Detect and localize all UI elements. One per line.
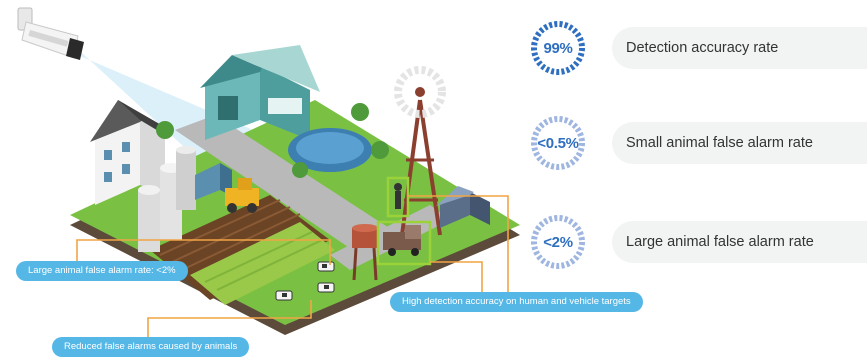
stat-value: <2% xyxy=(543,233,573,251)
stat-label: Small animal false alarm rate xyxy=(626,135,813,151)
dashed-ring-icon xyxy=(531,116,585,170)
blue-shed xyxy=(195,163,232,200)
pickup-truck xyxy=(383,225,421,256)
cows xyxy=(275,261,335,301)
dashed-ring-icon xyxy=(531,21,585,75)
stat-value: 99% xyxy=(543,39,573,57)
person-figure xyxy=(394,183,402,209)
stat-detection-accuracy: 99% Detection accuracy rate xyxy=(530,20,867,76)
trees xyxy=(156,103,389,178)
leader-lines xyxy=(76,195,509,337)
stat-pill xyxy=(612,27,867,69)
chicken-coop xyxy=(436,186,490,228)
security-camera-icon xyxy=(17,7,84,60)
road xyxy=(175,115,400,255)
stat-pill xyxy=(612,122,867,164)
grain-silos xyxy=(138,146,196,252)
vehicle-detection-box xyxy=(376,220,432,266)
dashed-ring-icon xyxy=(531,215,585,269)
callout-human-vehicle: High detection accuracy on human and veh… xyxy=(390,292,643,312)
stat-small-animal: <0.5% Small animal false alarm rate xyxy=(530,115,867,171)
stat-pill xyxy=(612,221,867,263)
stat-label: Large animal false alarm rate xyxy=(626,234,814,250)
teal-barn xyxy=(200,45,320,140)
water-tower xyxy=(352,224,378,281)
stat-label: Detection accuracy rate xyxy=(626,40,779,56)
crop-field xyxy=(150,195,335,305)
human-detection-box xyxy=(386,176,410,218)
callout-large-animal: Large animal false alarm rate: <2% xyxy=(16,261,188,281)
stat-large-animal: <2% Large animal false alarm rate xyxy=(530,214,867,270)
stat-value: <0.5% xyxy=(537,134,579,152)
callout-animals: Reduced false alarms caused by animals xyxy=(52,337,250,357)
windmill xyxy=(394,66,446,236)
combine-harvester xyxy=(225,178,259,213)
